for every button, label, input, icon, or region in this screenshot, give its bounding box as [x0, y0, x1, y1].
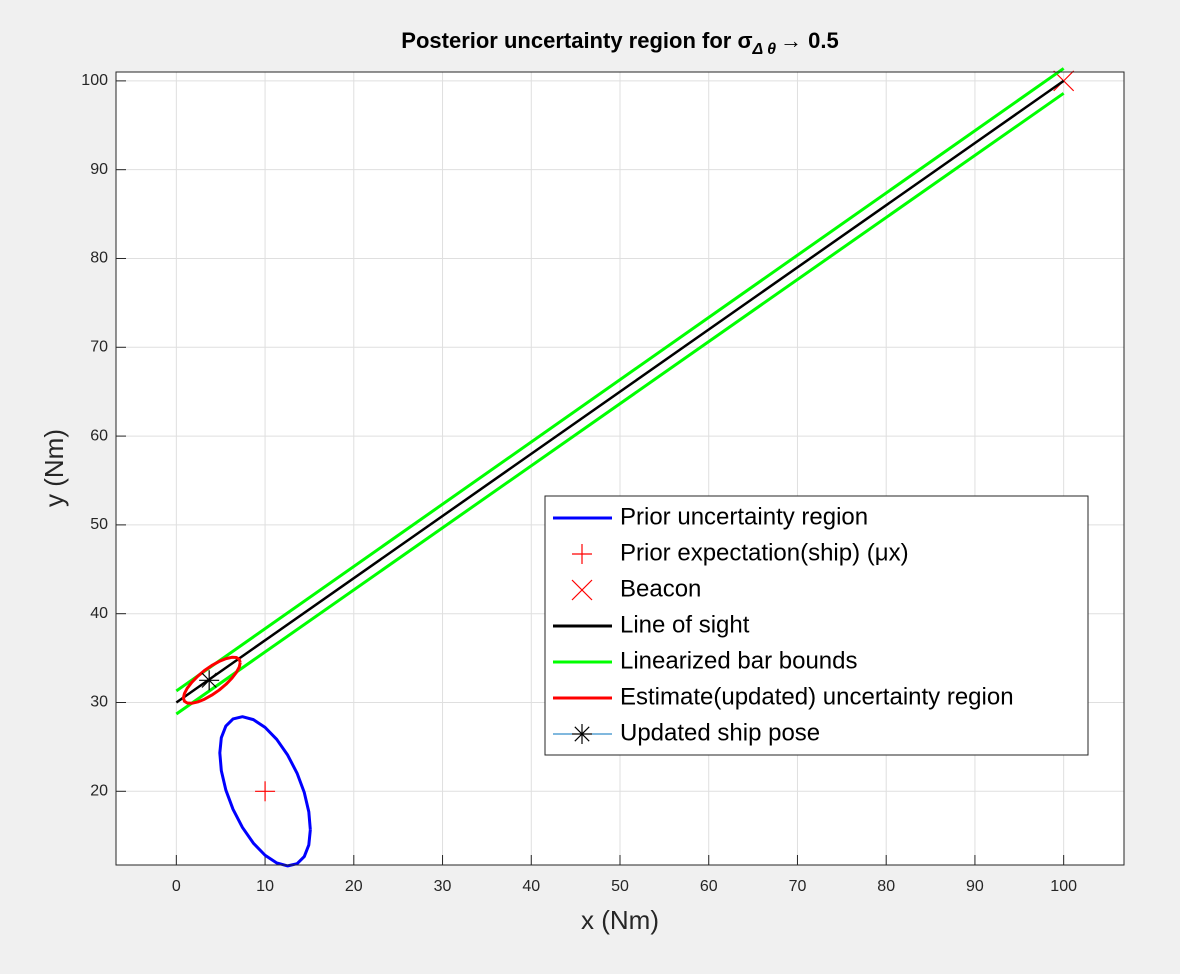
series-line [175, 67, 1065, 693]
series-line [175, 92, 1065, 716]
axes-box [115, 71, 1125, 866]
y-tick-label: 90 [90, 161, 108, 178]
legend-label: Estimate(updated) uncertainty region [620, 683, 1014, 710]
point-marker [199, 670, 220, 691]
y-tick-label: 50 [90, 516, 108, 533]
x-tick-label: 10 [256, 878, 274, 895]
x-tick-label: 50 [611, 878, 629, 895]
legend-label: Updated ship pose [620, 719, 820, 746]
marker-stroke [571, 579, 593, 601]
y-tick-label: 80 [90, 250, 108, 267]
x-tick-label: 90 [966, 878, 984, 895]
series-line [181, 655, 242, 705]
title-text: Posterior uncertainty region for σ [401, 28, 752, 53]
legend-label: Prior uncertainty region [620, 503, 868, 530]
x-tick-label: 0 [172, 878, 181, 895]
y-tick-label: 40 [90, 605, 108, 622]
x-tick-label: 100 [1050, 878, 1077, 895]
legend-marker [572, 724, 592, 744]
x-tick-label: 20 [345, 878, 363, 895]
y-tick-label: 30 [90, 694, 108, 711]
x-tick-label: 60 [700, 878, 718, 895]
y-tick-label: 70 [90, 339, 108, 356]
title-suffix: → 0.5 [780, 28, 839, 53]
marker-stroke [574, 726, 590, 742]
legend-label: Prior expectation(ship) (μx) [620, 539, 909, 566]
legend-marker [571, 579, 593, 601]
marker-stroke [201, 672, 217, 688]
x-tick-label: 30 [434, 878, 452, 895]
point-marker [255, 781, 276, 802]
y-tick-label: 20 [90, 783, 108, 800]
legend: Prior uncertainty region Prior expectatio… [544, 495, 1089, 756]
y-tick-label: 60 [90, 427, 108, 444]
legend-label: Beacon [620, 575, 701, 602]
x-tick-label: 40 [522, 878, 540, 895]
legend-box [544, 495, 1089, 756]
series-line [218, 715, 312, 868]
title-subscript: Δ θ [752, 41, 777, 58]
x-axis-label: x (Nm) [581, 905, 659, 935]
legend-label: Line of sight [620, 611, 750, 638]
y-tick-label: 100 [81, 72, 108, 89]
legend-label: Linearized bar bounds [620, 647, 858, 674]
series-line [175, 79, 1065, 704]
chart-title: Posterior uncertainty region for σΔ θ → 0… [401, 28, 838, 58]
plot [175, 67, 1075, 868]
legend-marker [572, 544, 592, 564]
x-tick-label: 70 [789, 878, 807, 895]
y-axis-label: y (Nm) [39, 429, 69, 507]
x-tick-label: 80 [877, 878, 895, 895]
